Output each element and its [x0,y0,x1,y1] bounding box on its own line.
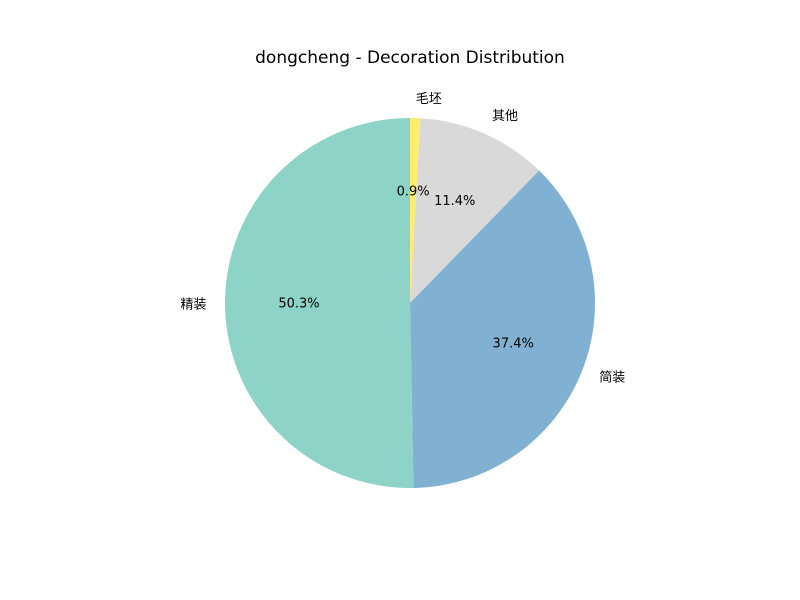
slice-category-label: 其他 [492,109,518,124]
slice-percent-label: 11.4% [434,194,475,209]
slice-percent-label: 0.9% [397,185,430,200]
pie-slice [410,170,595,488]
pie-labels: 0.9% 毛坯 11.4% 其他 37.4% 简装 50.3% 精装 [180,92,625,385]
slice-category-label: 精装 [180,297,206,312]
chart-title: dongcheng - Decoration Distribution [255,48,565,68]
slice-category-label: 简装 [599,369,625,385]
slice-percent-label: 37.4% [493,336,534,351]
pie-slice [225,118,414,488]
slice-category-label: 毛坯 [416,92,442,107]
slice-percent-label: 50.3% [278,297,319,312]
pie-slice [410,118,540,303]
pie-slice [410,118,421,303]
pie-slices [225,118,595,488]
